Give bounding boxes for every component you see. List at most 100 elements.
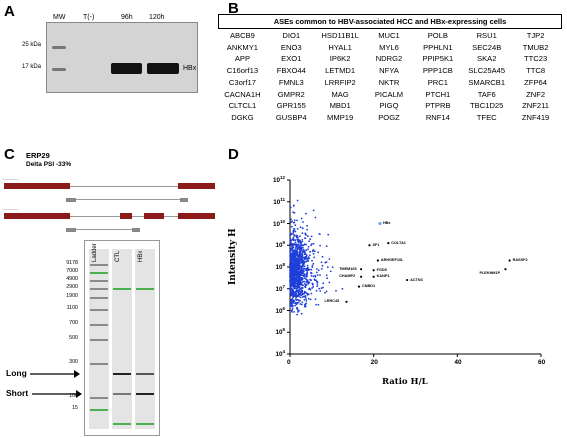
data-point	[306, 224, 308, 227]
data-point	[296, 257, 299, 260]
data-point	[291, 305, 294, 307]
gene-cell: PPIP5K1	[422, 54, 454, 64]
data-point	[303, 265, 305, 268]
y-axis-label: Intensity H	[228, 228, 238, 285]
gene-exon	[66, 228, 76, 232]
data-point	[292, 232, 294, 235]
sample-band	[113, 393, 131, 395]
data-point	[294, 262, 297, 264]
data-point	[319, 290, 322, 292]
data-point	[296, 247, 299, 250]
long-arrow-icon	[30, 370, 80, 378]
gene-cell: MMP19	[327, 112, 354, 122]
data-point	[303, 298, 306, 301]
data-point	[300, 243, 303, 246]
blot-lane-96h: 96h	[121, 14, 133, 21]
isoform-track-text: —————	[2, 207, 18, 211]
intron-line	[76, 229, 132, 230]
gene-cell: POGZ	[378, 112, 400, 122]
data-point	[325, 274, 328, 277]
data-point	[312, 275, 315, 278]
gene-cell: TMUB2	[522, 42, 549, 52]
data-point	[290, 218, 292, 221]
data-point	[291, 245, 294, 248]
data-point	[316, 274, 319, 276]
data-point	[294, 230, 297, 233]
gene-cell: TTC23	[523, 54, 548, 64]
gene-cell: GUSBP4	[275, 112, 307, 122]
data-point	[291, 283, 293, 286]
data-point	[295, 301, 297, 304]
data-point	[312, 262, 315, 265]
data-point	[306, 279, 309, 282]
data-point	[310, 275, 313, 277]
data-point	[301, 227, 304, 230]
data-point	[289, 206, 292, 209]
ladder-bp-label: 300	[69, 359, 78, 365]
data-point	[300, 267, 302, 269]
ladder-band	[90, 363, 108, 365]
data-point	[299, 226, 302, 229]
data-point	[307, 266, 309, 269]
y-tick-label: 1010	[272, 218, 285, 228]
sample-band	[136, 423, 154, 425]
data-point	[298, 257, 301, 260]
gene-cell: TTC8	[526, 66, 546, 76]
gene-cell: MUC1	[378, 31, 400, 40]
labeled-point	[387, 241, 390, 245]
data-point	[310, 268, 313, 271]
data-point	[300, 303, 303, 306]
data-point	[291, 275, 294, 278]
data-point	[305, 302, 307, 305]
data-point	[290, 267, 293, 270]
data-point	[317, 251, 319, 254]
data-point	[303, 280, 305, 283]
gene-cell: ENO3	[280, 42, 302, 52]
data-point	[307, 269, 310, 271]
data-point	[322, 282, 324, 285]
sample-band	[113, 373, 131, 375]
data-point	[290, 248, 293, 250]
ladder-band	[90, 297, 108, 299]
data-point	[293, 283, 296, 286]
data-point	[294, 268, 297, 271]
data-point	[308, 240, 310, 243]
x-tick-label: 0	[287, 359, 291, 366]
data-point	[297, 311, 299, 313]
intron-line	[70, 216, 120, 217]
data-point	[319, 244, 321, 247]
point-label: RASSF2	[512, 257, 528, 262]
data-point	[302, 275, 305, 277]
gene-cell: ZFP64	[524, 77, 547, 87]
data-point	[289, 272, 292, 275]
data-point	[291, 272, 293, 274]
data-point	[303, 270, 305, 273]
ladder-bp-label: 2900	[66, 284, 78, 290]
sample-band	[136, 373, 154, 375]
data-point	[335, 289, 337, 292]
data-point	[295, 291, 297, 293]
data-point	[301, 232, 304, 235]
data-point	[299, 303, 302, 305]
data-point	[301, 259, 304, 262]
data-point	[306, 228, 308, 231]
data-point	[320, 267, 323, 270]
data-point	[300, 270, 303, 272]
ladder-band	[90, 288, 108, 290]
data-point	[298, 271, 301, 274]
data-point	[289, 287, 292, 289]
data-point	[290, 279, 293, 282]
data-point	[315, 289, 318, 292]
ladder-bp-label: 700	[69, 320, 78, 326]
gene-cell: PRC1	[427, 77, 448, 87]
data-point	[300, 259, 302, 262]
data-point	[310, 272, 313, 275]
data-point	[296, 272, 299, 274]
data-point	[301, 246, 304, 249]
data-point	[304, 251, 306, 254]
data-point	[299, 278, 302, 281]
point-label: FGD5	[376, 267, 387, 272]
gene-cell: RSU1	[476, 31, 497, 40]
data-point	[312, 249, 315, 251]
data-point	[298, 286, 300, 288]
